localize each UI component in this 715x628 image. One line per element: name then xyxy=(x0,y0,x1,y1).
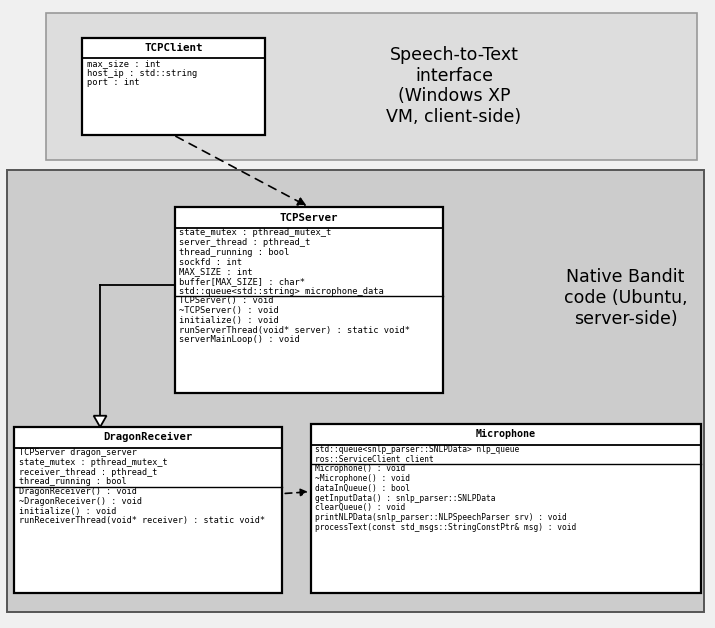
Bar xyxy=(311,424,701,593)
Bar xyxy=(46,13,697,160)
Text: state_mutex : pthread_mutex_t: state_mutex : pthread_mutex_t xyxy=(179,229,332,237)
Text: TCPClient: TCPClient xyxy=(144,43,202,53)
Bar xyxy=(14,427,282,593)
Text: ~TCPServer() : void: ~TCPServer() : void xyxy=(179,306,280,315)
Text: initialize() : void: initialize() : void xyxy=(19,507,116,516)
Text: std::queue<std::string> microphone_data: std::queue<std::string> microphone_data xyxy=(179,287,384,296)
Text: Speech-to-Text
interface
(Windows XP
VM, client-side): Speech-to-Text interface (Windows XP VM,… xyxy=(387,46,521,126)
Text: TCPServer: TCPServer xyxy=(280,213,338,222)
Polygon shape xyxy=(94,416,107,427)
Text: state_mutex : pthread_mutex_t: state_mutex : pthread_mutex_t xyxy=(19,458,167,467)
Text: ~DragonReceiver() : void: ~DragonReceiver() : void xyxy=(19,497,142,506)
Text: initialize() : void: initialize() : void xyxy=(179,316,280,325)
Text: TCPServer dragon_server: TCPServer dragon_server xyxy=(19,448,137,457)
Text: Native Bandit
code (Ubuntu,
server-side): Native Bandit code (Ubuntu, server-side) xyxy=(564,269,687,328)
Text: serverMainLoop() : void: serverMainLoop() : void xyxy=(179,335,300,344)
Text: clearQueue() : void: clearQueue() : void xyxy=(315,504,405,512)
Text: server_thread : pthread_t: server_thread : pthread_t xyxy=(179,238,311,247)
Bar xyxy=(175,207,443,392)
Text: host_ip : std::string: host_ip : std::string xyxy=(87,68,197,77)
Text: runReceiverThread(void* receiver) : static void*: runReceiverThread(void* receiver) : stat… xyxy=(19,516,265,525)
Text: receiver_thread : pthread_t: receiver_thread : pthread_t xyxy=(19,468,157,477)
Text: printNLPData(snlp_parser::NLPSpeechParser srv) : void: printNLPData(snlp_parser::NLPSpeechParse… xyxy=(315,513,567,522)
Text: DragonReceiver() : void: DragonReceiver() : void xyxy=(19,487,137,496)
Text: runServerThread(void* server) : static void*: runServerThread(void* server) : static v… xyxy=(179,326,410,335)
Text: thread_running : bool: thread_running : bool xyxy=(19,477,127,486)
Text: TCPServer() : void: TCPServer() : void xyxy=(179,296,274,305)
Text: Microphone() : void: Microphone() : void xyxy=(315,465,405,474)
Text: sockfd : int: sockfd : int xyxy=(179,257,242,266)
Bar xyxy=(82,38,265,135)
Text: MAX_SIZE : int: MAX_SIZE : int xyxy=(179,268,253,276)
Bar xyxy=(7,170,704,612)
Text: DragonReceiver: DragonReceiver xyxy=(104,433,193,442)
Text: port : int: port : int xyxy=(87,78,139,87)
Text: buffer[MAX_SIZE] : char*: buffer[MAX_SIZE] : char* xyxy=(179,277,305,286)
Text: ~Microphone() : void: ~Microphone() : void xyxy=(315,474,410,483)
Text: thread_running : bool: thread_running : bool xyxy=(179,248,290,257)
Text: Microphone: Microphone xyxy=(476,430,536,439)
Text: dataInQueue() : bool: dataInQueue() : bool xyxy=(315,484,410,493)
Text: getInputData() : snlp_parser::SNLPData: getInputData() : snlp_parser::SNLPData xyxy=(315,494,495,502)
Text: processText(const std_msgs::StringConstPtr& msg) : void: processText(const std_msgs::StringConstP… xyxy=(315,523,576,532)
Text: max_size : int: max_size : int xyxy=(87,59,160,68)
Text: std::queue<snlp_parser::SNLPData> nlp_queue: std::queue<snlp_parser::SNLPData> nlp_qu… xyxy=(315,445,520,454)
Text: ros::ServiceClient client: ros::ServiceClient client xyxy=(315,455,434,463)
